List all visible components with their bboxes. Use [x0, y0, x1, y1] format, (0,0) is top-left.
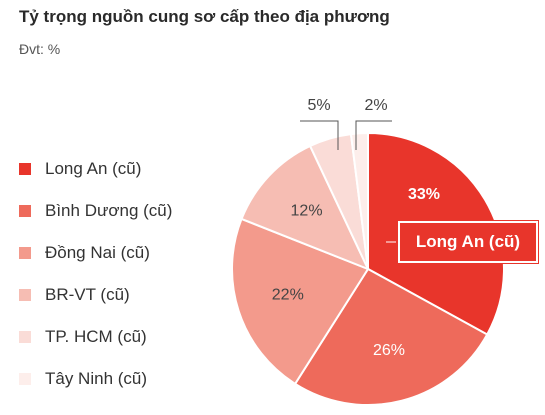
leader-line-tp-hcm	[300, 120, 339, 150]
legend-item-tay-ninh: Tây Ninh (cũ)	[19, 358, 172, 400]
slice-value-label: 26%	[373, 342, 405, 359]
legend-label: Đồng Nai (cũ)	[45, 243, 150, 262]
slice-value-label: 5%	[307, 97, 330, 114]
legend-item-tp-hcm: TP. HCM (cũ)	[19, 316, 172, 358]
legend-item-dong-nai: Đồng Nai (cũ)	[19, 232, 172, 274]
legend-label: BR-VT (cũ)	[45, 285, 130, 304]
slice-value-label: 12%	[291, 202, 323, 219]
legend-item-br-vt: BR-VT (cũ)	[19, 274, 172, 316]
legend-item-long-an: Long An (cũ)	[19, 148, 172, 190]
pie-slice-3	[240, 144, 370, 271]
legend-item-binh-duong: Bình Dương (cũ)	[19, 190, 172, 232]
pie-slice-1	[293, 267, 489, 406]
legend-swatch	[19, 205, 31, 217]
highlight-callout: Long An (cũ)	[397, 220, 539, 264]
unit-label: Đvt: %	[19, 41, 61, 57]
legend-swatch	[19, 289, 31, 301]
legend-swatch	[19, 163, 31, 175]
legend-label: Tây Ninh (cũ)	[45, 369, 148, 388]
pie-slice-2	[231, 217, 370, 386]
legend-label: Long An (cũ)	[45, 159, 142, 178]
legend-swatch	[19, 373, 31, 385]
chart-title: Tỷ trọng nguồn cung sơ cấp theo địa phươ…	[19, 7, 390, 26]
slice-value-label: 2%	[364, 97, 387, 114]
legend-label: TP. HCM (cũ)	[45, 327, 147, 346]
slice-value-label: 22%	[272, 286, 304, 303]
slice-value-label: 33%	[408, 186, 440, 203]
pie-slice-5	[349, 131, 369, 270]
legend-swatch	[19, 247, 31, 259]
leader-line-tay-ninh	[355, 120, 392, 150]
chart-legend: Long An (cũ) Bình Dương (cũ) Đồng Nai (c…	[19, 148, 172, 400]
legend-swatch	[19, 331, 31, 343]
legend-label: Bình Dương (cũ)	[45, 201, 173, 220]
